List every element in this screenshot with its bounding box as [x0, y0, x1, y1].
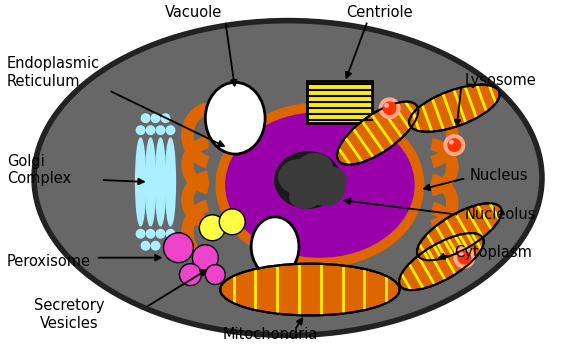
Ellipse shape: [417, 203, 502, 260]
Text: Peroxisome: Peroxisome: [7, 254, 91, 269]
Ellipse shape: [135, 229, 146, 239]
Text: Lysosome: Lysosome: [464, 73, 536, 88]
Ellipse shape: [219, 209, 245, 235]
Text: Nucleus: Nucleus: [469, 168, 528, 182]
Text: Nucleolus: Nucleolus: [464, 207, 536, 222]
Ellipse shape: [205, 82, 265, 154]
Ellipse shape: [289, 185, 321, 209]
Ellipse shape: [274, 151, 342, 209]
Ellipse shape: [278, 159, 322, 195]
Ellipse shape: [135, 138, 146, 226]
Text: Endoplasmic
Reticulum: Endoplasmic Reticulum: [7, 56, 100, 89]
Ellipse shape: [34, 21, 542, 335]
Ellipse shape: [453, 247, 475, 269]
Ellipse shape: [459, 252, 464, 257]
Ellipse shape: [378, 97, 400, 119]
Text: Secretory
Vesicles: Secretory Vesicles: [33, 298, 104, 331]
Ellipse shape: [448, 138, 461, 152]
Ellipse shape: [251, 217, 299, 276]
Text: Mitochondria: Mitochondria: [222, 327, 318, 342]
Ellipse shape: [220, 107, 419, 262]
Ellipse shape: [156, 125, 165, 135]
Ellipse shape: [337, 102, 418, 164]
Ellipse shape: [409, 85, 500, 132]
Ellipse shape: [444, 134, 465, 156]
Ellipse shape: [146, 125, 156, 135]
Bar: [308, 81, 372, 123]
Ellipse shape: [135, 125, 146, 135]
Ellipse shape: [164, 233, 194, 262]
Ellipse shape: [317, 167, 347, 193]
Text: Cytoplasm: Cytoplasm: [454, 245, 532, 260]
Ellipse shape: [165, 138, 176, 226]
Ellipse shape: [220, 264, 400, 315]
Ellipse shape: [449, 140, 454, 145]
Ellipse shape: [457, 251, 471, 265]
Text: Golgi
Complex: Golgi Complex: [7, 154, 71, 186]
Ellipse shape: [384, 103, 389, 108]
Ellipse shape: [305, 174, 345, 206]
Ellipse shape: [199, 215, 225, 241]
Ellipse shape: [165, 229, 176, 239]
Ellipse shape: [146, 229, 156, 239]
Ellipse shape: [192, 245, 218, 271]
Ellipse shape: [150, 113, 161, 123]
Ellipse shape: [141, 113, 150, 123]
Ellipse shape: [180, 264, 202, 286]
Ellipse shape: [150, 241, 161, 251]
Text: Centriole: Centriole: [346, 5, 413, 20]
Ellipse shape: [156, 138, 165, 226]
Ellipse shape: [399, 233, 484, 290]
Text: Vacuole: Vacuole: [165, 5, 222, 20]
Ellipse shape: [165, 125, 176, 135]
Ellipse shape: [146, 138, 156, 226]
Ellipse shape: [205, 265, 225, 285]
Ellipse shape: [297, 153, 333, 181]
Ellipse shape: [141, 241, 150, 251]
Ellipse shape: [382, 101, 396, 115]
Ellipse shape: [156, 229, 165, 239]
Ellipse shape: [161, 113, 170, 123]
